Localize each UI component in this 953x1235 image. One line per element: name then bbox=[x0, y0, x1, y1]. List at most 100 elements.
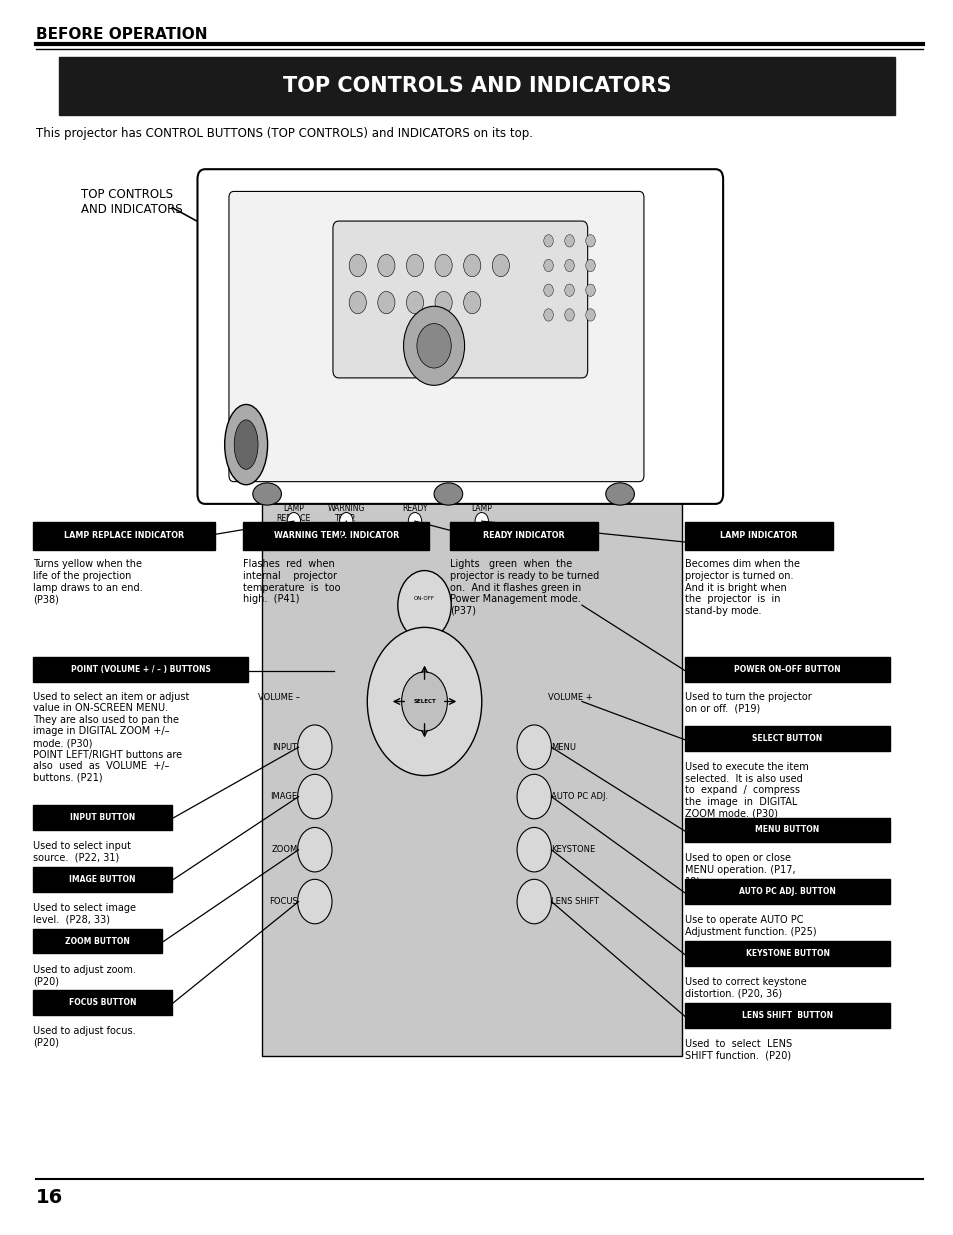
Circle shape bbox=[297, 725, 332, 769]
FancyBboxPatch shape bbox=[197, 169, 722, 504]
FancyBboxPatch shape bbox=[243, 522, 429, 550]
Circle shape bbox=[435, 291, 452, 314]
Text: Used to select an item or adjust
value in ON-SCREEN MENU.
They are also used to : Used to select an item or adjust value i… bbox=[33, 692, 190, 783]
Circle shape bbox=[377, 254, 395, 277]
FancyBboxPatch shape bbox=[684, 941, 889, 966]
Circle shape bbox=[287, 513, 300, 530]
Circle shape bbox=[517, 774, 551, 819]
Text: TOP CONTROLS AND INDICATORS: TOP CONTROLS AND INDICATORS bbox=[282, 75, 671, 96]
FancyBboxPatch shape bbox=[33, 805, 172, 830]
Circle shape bbox=[585, 309, 595, 321]
Circle shape bbox=[406, 254, 423, 277]
Text: ZOOM: ZOOM bbox=[271, 845, 297, 855]
Circle shape bbox=[585, 284, 595, 296]
Text: WARNING TEMP. INDICATOR: WARNING TEMP. INDICATOR bbox=[274, 531, 398, 541]
FancyBboxPatch shape bbox=[684, 657, 889, 682]
Text: ZOOM BUTTON: ZOOM BUTTON bbox=[65, 936, 131, 946]
Circle shape bbox=[416, 324, 451, 368]
Text: POWER ON–OFF BUTTON: POWER ON–OFF BUTTON bbox=[734, 664, 840, 674]
Circle shape bbox=[543, 309, 553, 321]
FancyBboxPatch shape bbox=[684, 522, 832, 550]
Circle shape bbox=[397, 571, 451, 640]
Circle shape bbox=[406, 291, 423, 314]
Text: IMAGE: IMAGE bbox=[271, 792, 297, 802]
Circle shape bbox=[297, 827, 332, 872]
Text: LENS SHIFT  BUTTON: LENS SHIFT BUTTON bbox=[741, 1010, 832, 1020]
Text: Used to open or close
MENU operation. (P17,
18): Used to open or close MENU operation. (P… bbox=[684, 853, 795, 887]
Circle shape bbox=[401, 672, 447, 731]
Circle shape bbox=[435, 254, 452, 277]
Text: Used  to  select  LENS
SHIFT function.  (P20): Used to select LENS SHIFT function. (P20… bbox=[684, 1039, 791, 1060]
Circle shape bbox=[463, 291, 480, 314]
Circle shape bbox=[564, 284, 574, 296]
Text: Becomes dim when the
projector is turned on.
And it is bright when
the  projecto: Becomes dim when the projector is turned… bbox=[684, 559, 800, 616]
Text: VOLUME +: VOLUME + bbox=[548, 693, 592, 703]
Text: INPUT: INPUT bbox=[273, 742, 297, 752]
FancyBboxPatch shape bbox=[262, 494, 681, 1056]
Circle shape bbox=[585, 235, 595, 247]
FancyBboxPatch shape bbox=[33, 657, 248, 682]
FancyBboxPatch shape bbox=[229, 191, 643, 482]
Circle shape bbox=[463, 254, 480, 277]
Text: Use to operate AUTO PC
Adjustment function. (P25): Use to operate AUTO PC Adjustment functi… bbox=[684, 915, 816, 936]
Text: Used to adjust focus.
(P20): Used to adjust focus. (P20) bbox=[33, 1026, 136, 1047]
Text: WARNING
TEMP.: WARNING TEMP. bbox=[327, 504, 365, 524]
FancyBboxPatch shape bbox=[450, 522, 598, 550]
Text: SELECT: SELECT bbox=[413, 699, 436, 704]
Text: LAMP: LAMP bbox=[471, 504, 492, 513]
Text: Used to adjust zoom.
(P20): Used to adjust zoom. (P20) bbox=[33, 965, 136, 986]
Text: KEYSTONE: KEYSTONE bbox=[551, 845, 595, 855]
Text: Used to execute the item
selected.  It is also used
to  expand  /  compress
the : Used to execute the item selected. It is… bbox=[684, 762, 808, 819]
Text: POINT (VOLUME + / – ) BUTTONS: POINT (VOLUME + / – ) BUTTONS bbox=[71, 664, 211, 674]
Circle shape bbox=[564, 235, 574, 247]
Text: 16: 16 bbox=[36, 1188, 64, 1207]
Circle shape bbox=[408, 513, 421, 530]
Text: Flashes  red  when
internal    projector
temperature  is  too
high.  (P41): Flashes red when internal projector temp… bbox=[243, 559, 340, 604]
Text: INPUT BUTTON: INPUT BUTTON bbox=[70, 813, 135, 823]
Text: FOCUS BUTTON: FOCUS BUTTON bbox=[69, 998, 136, 1008]
Circle shape bbox=[517, 827, 551, 872]
Text: Lights   green  when  the
projector is ready to be turned
on.  And it flashes gr: Lights green when the projector is ready… bbox=[450, 559, 598, 616]
Text: FOCUS: FOCUS bbox=[269, 897, 297, 906]
Circle shape bbox=[297, 774, 332, 819]
Circle shape bbox=[377, 291, 395, 314]
Circle shape bbox=[517, 879, 551, 924]
Circle shape bbox=[564, 309, 574, 321]
Text: SELECT BUTTON: SELECT BUTTON bbox=[752, 734, 821, 743]
Ellipse shape bbox=[253, 483, 281, 505]
FancyBboxPatch shape bbox=[684, 726, 889, 751]
Text: Used to select input
source.  (P22, 31): Used to select input source. (P22, 31) bbox=[33, 841, 132, 862]
Text: VOLUME –: VOLUME – bbox=[257, 693, 299, 703]
Text: Used to turn the projector
on or off.  (P19): Used to turn the projector on or off. (P… bbox=[684, 692, 811, 713]
Text: LAMP INDICATOR: LAMP INDICATOR bbox=[720, 531, 797, 541]
Circle shape bbox=[585, 259, 595, 272]
Text: TOP CONTROLS
AND INDICATORS: TOP CONTROLS AND INDICATORS bbox=[81, 188, 183, 216]
Ellipse shape bbox=[224, 405, 267, 485]
FancyBboxPatch shape bbox=[684, 879, 889, 904]
Circle shape bbox=[349, 254, 366, 277]
Ellipse shape bbox=[605, 483, 634, 505]
FancyBboxPatch shape bbox=[333, 221, 587, 378]
Text: MENU: MENU bbox=[551, 742, 576, 752]
FancyBboxPatch shape bbox=[33, 990, 172, 1015]
Text: Used to correct keystone
distortion. (P20, 36): Used to correct keystone distortion. (P2… bbox=[684, 977, 806, 998]
Circle shape bbox=[297, 879, 332, 924]
Text: KEYSTONE BUTTON: KEYSTONE BUTTON bbox=[744, 948, 829, 958]
FancyBboxPatch shape bbox=[59, 57, 894, 115]
Text: LENS SHIFT: LENS SHIFT bbox=[551, 897, 598, 906]
FancyBboxPatch shape bbox=[684, 818, 889, 842]
Text: Used to select image
level.  (P28, 33): Used to select image level. (P28, 33) bbox=[33, 903, 136, 924]
Circle shape bbox=[517, 725, 551, 769]
Text: READY INDICATOR: READY INDICATOR bbox=[483, 531, 564, 541]
Circle shape bbox=[543, 235, 553, 247]
Circle shape bbox=[367, 627, 481, 776]
Text: AUTO PC ADJ. BUTTON: AUTO PC ADJ. BUTTON bbox=[739, 887, 835, 897]
Text: This projector has CONTROL BUTTONS (TOP CONTROLS) and INDICATORS on its top.: This projector has CONTROL BUTTONS (TOP … bbox=[36, 127, 533, 141]
Circle shape bbox=[492, 254, 509, 277]
Text: Turns yellow when the
life of the projection
lamp draws to an end.
(P38): Turns yellow when the life of the projec… bbox=[33, 559, 143, 604]
FancyBboxPatch shape bbox=[33, 867, 172, 892]
Circle shape bbox=[564, 259, 574, 272]
Text: AUTO PC ADJ.: AUTO PC ADJ. bbox=[551, 792, 608, 802]
Ellipse shape bbox=[434, 483, 462, 505]
Circle shape bbox=[543, 284, 553, 296]
